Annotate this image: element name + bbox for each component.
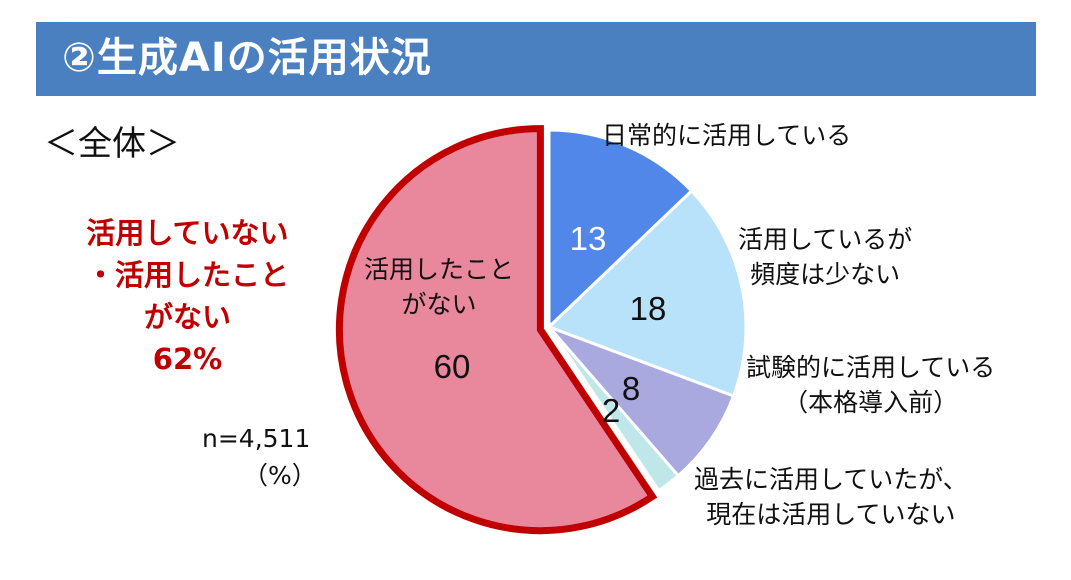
label-past-use-line-1: 過去に活用していたが、 — [694, 465, 968, 494]
label-never-used-line-1: 活用したこと — [364, 255, 515, 284]
value-past-use: 2 — [602, 392, 620, 429]
label-infrequent-use: 活用しているが 頻度は少ない — [738, 222, 912, 292]
label-infrequent-use-line-2: 頻度は少ない — [750, 260, 901, 289]
summary-callout: 活用していない ・活用したこと がない 62% — [40, 212, 335, 380]
title-banner: ②生成AIの活用状況 — [36, 22, 1036, 96]
slice-past-use — [547, 326, 681, 493]
label-daily-use: 日常的に活用している — [602, 118, 851, 153]
value-trial-use: 8 — [622, 370, 640, 407]
label-past-use: 過去に活用していたが、 現在は活用していない — [694, 462, 968, 532]
label-trial-use-line-1: 試験的に活用している — [746, 353, 996, 382]
label-infrequent-use-line-1: 活用しているが — [738, 225, 913, 254]
label-never-used: 活用したこと がない — [364, 252, 514, 322]
slice-trial-use — [547, 325, 736, 478]
summary-line-1: 活用していない — [86, 216, 289, 250]
label-never-used-line-2: がない — [401, 290, 477, 319]
value-never-used: 60 — [434, 348, 471, 385]
slice-daily-use — [547, 128, 694, 331]
sample-size-note: n=4,511 — [202, 424, 311, 453]
label-past-use-line-2: 現在は活用していない — [706, 500, 956, 529]
summary-percentage: 62% — [152, 342, 223, 376]
page-title: ②生成AIの活用状況 — [62, 35, 432, 81]
summary-line-2: ・活用したこと — [85, 258, 289, 292]
value-infrequent-use: 18 — [630, 290, 667, 327]
unit-note: （%） — [243, 461, 317, 490]
scope-subtitle: ＜全体＞ — [44, 124, 180, 164]
slice-never-used — [335, 125, 658, 535]
value-daily-use: 13 — [570, 220, 607, 257]
label-trial-use-line-2: （本格導入前） — [783, 388, 959, 417]
label-trial-use: 試験的に活用している （本格導入前） — [746, 350, 995, 420]
summary-line-3: がない — [143, 300, 231, 334]
label-daily-use-line-1: 日常的に活用している — [602, 121, 852, 150]
